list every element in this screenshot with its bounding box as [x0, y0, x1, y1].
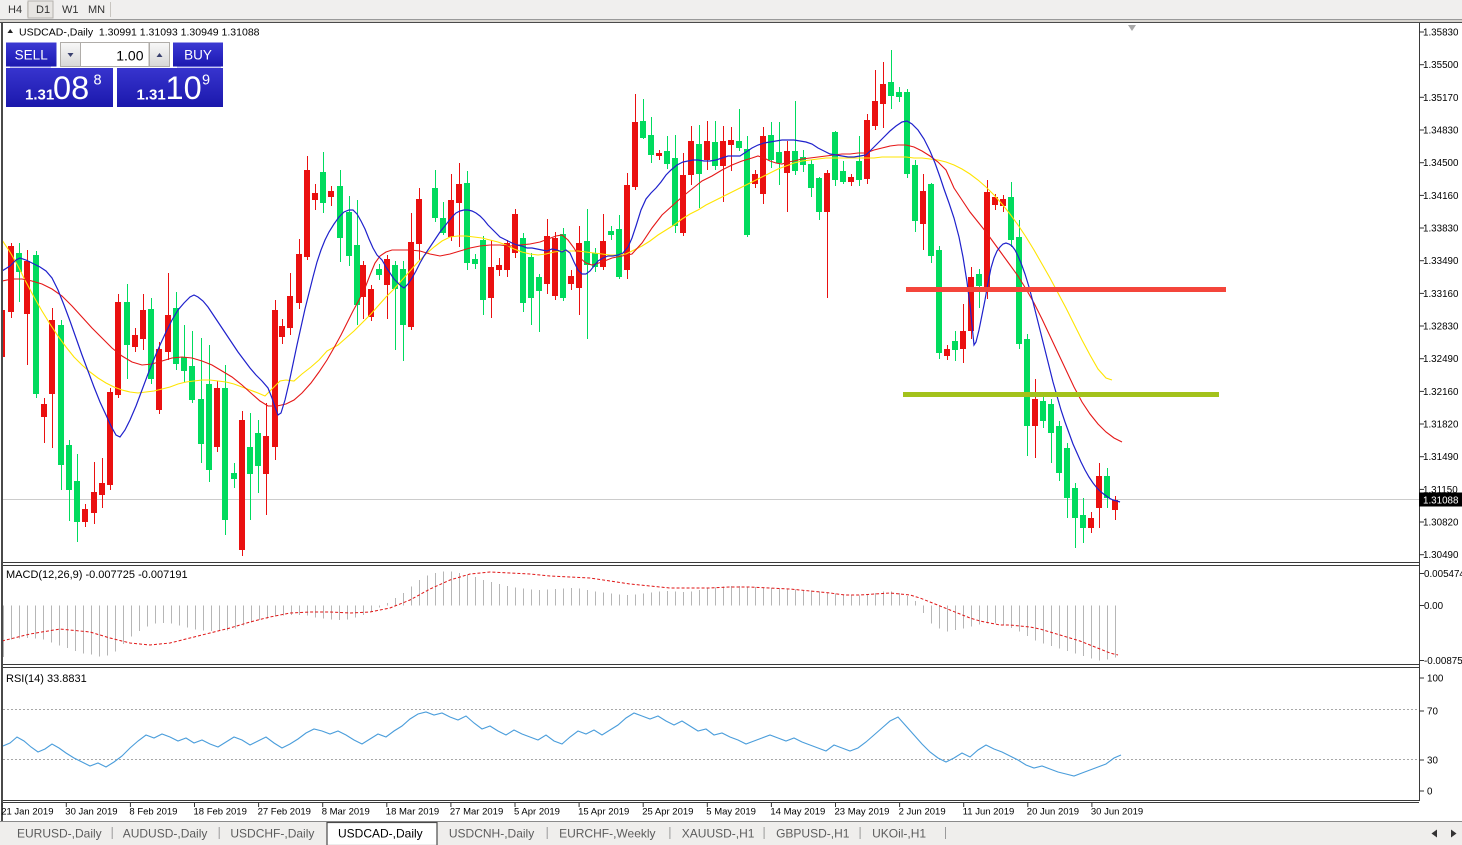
svg-text:1.35500: 1.35500 — [1423, 60, 1459, 71]
svg-text:1.34500: 1.34500 — [1423, 158, 1459, 169]
svg-text:14 May 2019: 14 May 2019 — [770, 807, 825, 818]
svg-text:18 Mar 2019: 18 Mar 2019 — [386, 807, 439, 818]
svg-text:H4: H4 — [8, 4, 22, 16]
svg-text:8 Mar 2019: 8 Mar 2019 — [322, 807, 370, 818]
svg-text:EURUSD-,Daily: EURUSD-,Daily — [17, 827, 102, 841]
svg-text:1.35170: 1.35170 — [1423, 93, 1459, 104]
svg-text:SELL: SELL — [15, 48, 49, 63]
svg-text:1.32830: 1.32830 — [1423, 322, 1459, 333]
svg-text:USDCAD-,Daily: USDCAD-,Daily — [338, 827, 423, 841]
svg-text:30: 30 — [1427, 756, 1438, 767]
svg-text:1.33830: 1.33830 — [1423, 224, 1459, 235]
svg-text:1.00: 1.00 — [116, 48, 143, 64]
svg-text:1.31150: 1.31150 — [1423, 485, 1458, 496]
svg-text:1.31088: 1.31088 — [1423, 496, 1459, 507]
svg-text:1.31490: 1.31490 — [1423, 452, 1459, 463]
svg-text:1.34160: 1.34160 — [1423, 191, 1459, 202]
svg-text:W1: W1 — [62, 4, 79, 16]
svg-text:RSI(14) 33.8831: RSI(14) 33.8831 — [6, 673, 87, 685]
svg-text:EURCHF-,Weekly: EURCHF-,Weekly — [559, 827, 655, 841]
svg-text:8 Feb 2019: 8 Feb 2019 — [129, 807, 177, 818]
svg-text:XAUUSD-,H1: XAUUSD-,H1 — [682, 827, 755, 841]
svg-text:27 Mar 2019: 27 Mar 2019 — [450, 807, 503, 818]
svg-text:1.30490: 1.30490 — [1423, 550, 1459, 561]
svg-text:1.35830: 1.35830 — [1423, 28, 1459, 39]
svg-text:1.32160: 1.32160 — [1423, 387, 1459, 398]
svg-text:10: 10 — [166, 70, 202, 106]
svg-text:5 May 2019: 5 May 2019 — [706, 807, 756, 818]
svg-text:30 Jun 2019: 30 Jun 2019 — [1091, 807, 1143, 818]
svg-text:-0.008752: -0.008752 — [1424, 656, 1462, 667]
svg-text:MN: MN — [88, 4, 105, 16]
svg-text:2 Jun 2019: 2 Jun 2019 — [899, 807, 946, 818]
svg-text:15 Apr 2019: 15 Apr 2019 — [578, 807, 629, 818]
svg-text:1.32490: 1.32490 — [1423, 354, 1459, 365]
svg-text:8: 8 — [94, 73, 102, 89]
svg-text:21 Jan 2019: 21 Jan 2019 — [1, 807, 53, 818]
svg-text:0.005474: 0.005474 — [1424, 569, 1462, 580]
svg-text:100: 100 — [1427, 674, 1444, 685]
svg-text:25 Apr 2019: 25 Apr 2019 — [642, 807, 693, 818]
svg-text:USDCNH-,Daily: USDCNH-,Daily — [449, 827, 534, 841]
svg-text:1.31: 1.31 — [137, 87, 166, 104]
svg-text:0.00: 0.00 — [1424, 601, 1444, 612]
svg-text:D1: D1 — [36, 4, 50, 16]
svg-text:BUY: BUY — [184, 48, 212, 63]
svg-text:1.34830: 1.34830 — [1423, 126, 1459, 137]
svg-text:11 Jun 2019: 11 Jun 2019 — [963, 807, 1015, 818]
svg-text:USDCHF-,Daily: USDCHF-,Daily — [230, 827, 314, 841]
svg-text:MACD(12,26,9) -0.007725 -0.007: MACD(12,26,9) -0.007725 -0.007191 — [6, 569, 188, 581]
svg-text:UKOil-,H1: UKOil-,H1 — [872, 827, 926, 841]
svg-text:1.31820: 1.31820 — [1423, 420, 1459, 431]
svg-text:18 Feb 2019: 18 Feb 2019 — [194, 807, 247, 818]
svg-text:20 Jun 2019: 20 Jun 2019 — [1027, 807, 1079, 818]
svg-text:0: 0 — [1427, 787, 1433, 798]
svg-text:USDCAD-,Daily 1.30991 1.31093: USDCAD-,Daily 1.30991 1.31093 1.30949 1.… — [19, 27, 260, 39]
svg-text:AUDUSD-,Daily: AUDUSD-,Daily — [123, 827, 208, 841]
svg-text:5 Apr 2019: 5 Apr 2019 — [514, 807, 560, 818]
svg-text:1.33490: 1.33490 — [1423, 256, 1459, 267]
svg-text:1.31: 1.31 — [25, 87, 54, 104]
svg-text:9: 9 — [202, 73, 210, 89]
svg-text:1.30820: 1.30820 — [1423, 518, 1459, 529]
svg-text:30 Jan 2019: 30 Jan 2019 — [65, 807, 117, 818]
svg-text:23 May 2019: 23 May 2019 — [835, 807, 890, 818]
svg-text:08: 08 — [53, 70, 89, 106]
svg-text:GBPUSD-,H1: GBPUSD-,H1 — [776, 827, 850, 841]
svg-text:1.33160: 1.33160 — [1423, 289, 1459, 300]
svg-text:70: 70 — [1427, 707, 1438, 718]
svg-text:27 Feb 2019: 27 Feb 2019 — [258, 807, 311, 818]
